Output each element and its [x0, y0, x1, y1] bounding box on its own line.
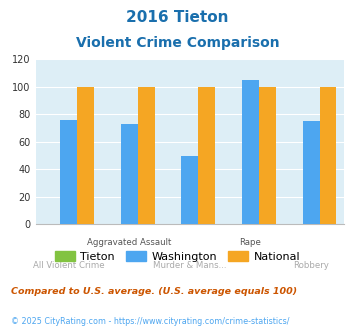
Text: All Violent Crime: All Violent Crime — [33, 261, 105, 270]
Bar — [198, 87, 215, 224]
Text: Rape: Rape — [240, 238, 261, 247]
Bar — [121, 124, 138, 224]
Bar — [302, 121, 320, 224]
Text: Murder & Mans...: Murder & Mans... — [153, 261, 227, 270]
Bar — [242, 80, 259, 224]
Text: Aggravated Assault: Aggravated Assault — [87, 238, 171, 247]
Bar — [259, 87, 276, 224]
Bar — [60, 120, 77, 224]
Text: 2016 Tieton: 2016 Tieton — [126, 10, 229, 25]
Legend: Tieton, Washington, National: Tieton, Washington, National — [50, 247, 305, 267]
Text: Violent Crime Comparison: Violent Crime Comparison — [76, 36, 279, 50]
Bar — [181, 156, 198, 224]
Text: Robbery: Robbery — [293, 261, 329, 270]
Text: Compared to U.S. average. (U.S. average equals 100): Compared to U.S. average. (U.S. average … — [11, 287, 297, 296]
Bar — [320, 87, 337, 224]
Text: © 2025 CityRating.com - https://www.cityrating.com/crime-statistics/: © 2025 CityRating.com - https://www.city… — [11, 317, 289, 326]
Bar — [138, 87, 155, 224]
Bar — [77, 87, 94, 224]
